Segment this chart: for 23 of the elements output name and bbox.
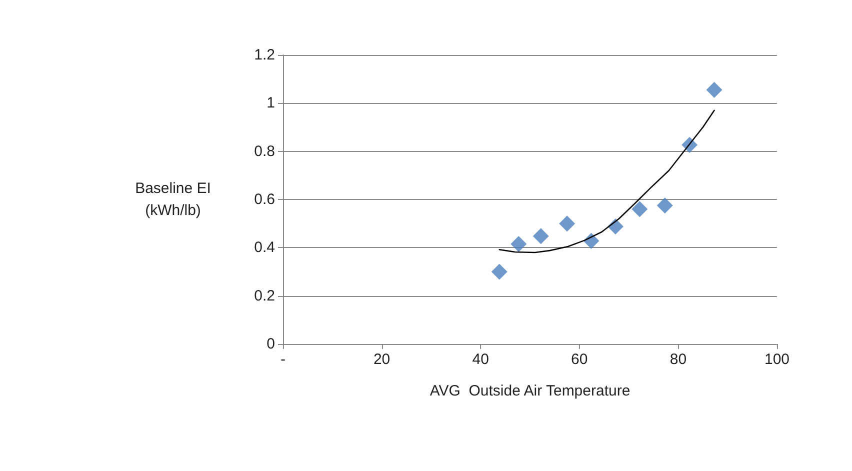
x-axis-title: AVG Outside Air Temperature <box>430 382 630 400</box>
y-tick-label: 1 <box>266 94 275 112</box>
y-tick-label: 0.2 <box>254 287 275 304</box>
y-axis-title: Baseline EI (kWh/lb) <box>135 180 211 219</box>
point <box>706 82 722 98</box>
point <box>510 236 527 252</box>
point <box>532 228 549 244</box>
x-tick-label: 60 <box>571 351 588 368</box>
point <box>632 201 648 218</box>
point <box>491 264 508 280</box>
point <box>559 216 576 232</box>
x-tick-label: 40 <box>472 351 489 368</box>
line-series <box>498 110 715 254</box>
y-tick-label: 0 <box>266 336 275 352</box>
x-tick-label: 20 <box>373 351 390 368</box>
point <box>656 198 673 214</box>
y-tick-label: 0.8 <box>254 142 275 160</box>
y-tick-label: 0.6 <box>254 191 275 208</box>
x-tick-label: - <box>280 351 286 368</box>
y-tick-label: 1.2 <box>254 46 275 64</box>
y-tick-label: 0.4 <box>254 239 275 256</box>
x-tick-label: 80 <box>670 351 687 368</box>
x-tick-label: 100 <box>764 351 790 368</box>
